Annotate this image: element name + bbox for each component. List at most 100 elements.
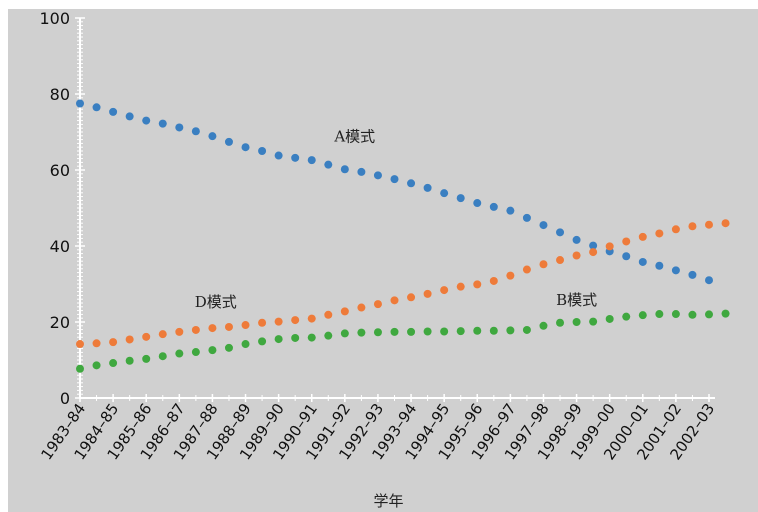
data-point-A [307,156,316,165]
data-point-B [688,310,697,319]
data-point-D [191,325,200,334]
chart-svg: 0 20 40 60 80 100 1983–841984–851985–861986–8… [37,9,730,510]
y-tick-label: 60 [50,161,70,180]
data-point-B [224,343,233,352]
data-point-A [125,112,134,121]
y-tick-label: 0 [60,389,70,408]
data-point-A [390,175,399,184]
series-A [76,99,713,285]
data-point-D [655,229,664,238]
data-point-B [258,337,267,346]
data-point-B [638,311,647,320]
data-point-B [572,318,581,326]
data-point-D [258,318,267,327]
data-point-B [158,352,167,361]
data-point-A [556,228,565,237]
data-point-A [324,160,333,169]
x-axis: 1983–841984–851985–861986–871987–881988–… [37,394,718,463]
data-point-D [76,340,84,349]
data-point-A [373,171,382,180]
y-tick-label: 100 [39,9,70,28]
data-point-A [456,194,465,203]
data-point-A [423,183,432,192]
data-point-D [241,321,250,330]
data-point-D [456,282,465,291]
data-point-D [671,225,680,234]
data-point-A [589,241,598,250]
data-point-D [407,293,416,302]
series-B [76,309,730,373]
data-point-D [638,232,647,241]
series-annotation: B模式 [556,291,597,309]
series-layer [76,99,730,373]
data-point-B [357,328,366,337]
data-point-A [638,257,647,266]
data-point-D [522,265,531,274]
data-point-A [158,119,167,128]
y-tick-label: 20 [50,313,70,332]
data-point-D [224,322,233,331]
data-point-B [556,318,565,327]
data-point-A [224,137,233,146]
series-annotation: D模式 [195,293,237,311]
data-point-D [721,219,730,228]
data-point-D [208,324,217,333]
data-point-A [92,103,101,112]
data-point-B [191,348,200,357]
data-point-D [92,339,101,348]
data-point-D [423,289,432,298]
data-point-B [506,326,515,335]
data-point-A [522,213,531,222]
chart: 0 20 40 60 80 100 1983–84 1984–85 1985–86 1986–8… [8,9,758,512]
data-point-D [440,286,449,295]
series-D [76,219,730,349]
data-point-B [142,354,151,363]
data-point-D [489,276,498,285]
data-point-A [208,132,217,141]
data-point-D [539,260,548,269]
data-point-A [109,107,118,116]
data-point-D [373,300,382,309]
data-point-A [274,151,283,160]
data-point-A [688,270,697,279]
data-point-A [357,167,366,176]
data-point-A [258,147,267,155]
data-point-B [605,314,614,323]
data-point-B [456,327,465,336]
data-point-A [655,261,664,270]
data-point-D [605,242,614,251]
data-point-A [175,123,184,132]
series-annotation: A模式 [333,128,375,146]
data-point-D [705,220,713,229]
data-point-B [373,328,382,337]
data-point-B [208,346,217,355]
data-point-B [175,349,184,358]
data-point-B [92,361,101,370]
data-point-A [76,99,84,108]
data-point-D [589,248,598,257]
data-point-A [340,165,349,174]
data-point-D [390,296,399,305]
data-point-B [241,340,250,349]
data-point-A [622,252,631,261]
data-point-B [390,327,399,336]
data-point-A [506,206,515,215]
data-point-D [506,271,515,280]
data-point-B [489,326,498,335]
data-point-B [291,333,300,342]
data-point-B [407,327,416,336]
data-point-A [407,179,416,188]
data-point-D [324,310,333,319]
data-point-D [158,330,167,339]
data-point-D [357,303,366,312]
data-point-D [473,280,482,289]
data-point-D [556,256,565,265]
data-point-A [489,202,498,211]
data-point-D [688,222,697,231]
data-point-A [671,266,680,275]
data-point-D [142,332,151,341]
data-point-B [109,359,118,368]
y-tick-label: 40 [50,237,70,256]
data-point-B [324,331,333,340]
data-point-B [705,310,713,319]
